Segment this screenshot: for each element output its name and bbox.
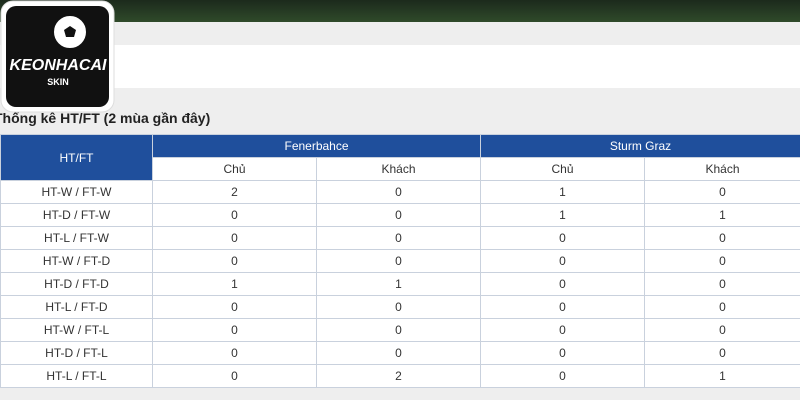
cell: 0: [480, 318, 646, 342]
table-row: HT-L / FT-L 0 2 0 1: [0, 364, 800, 388]
top-bar: [0, 0, 800, 22]
row-label: HT-D / FT-L: [0, 341, 153, 365]
logo-ball-patch: [64, 26, 76, 37]
cell: 0: [315, 249, 482, 273]
cell: 0: [644, 295, 800, 319]
table-row: HT-W / FT-D 0 0 0 0: [0, 249, 800, 273]
cell: 0: [152, 226, 317, 250]
cell: 1: [644, 203, 800, 227]
cell: 1: [644, 364, 800, 388]
header-band: [0, 45, 800, 88]
cell: 0: [152, 249, 317, 273]
cell: 0: [152, 364, 317, 388]
cell: 0: [152, 341, 317, 365]
row-label: HT-W / FT-D: [0, 249, 153, 273]
cell: 0: [315, 180, 482, 204]
cell: 0: [644, 226, 800, 250]
cell: 0: [315, 203, 482, 227]
corner-header: HT/FT: [0, 134, 153, 181]
cell: 0: [480, 249, 646, 273]
cell: 1: [152, 272, 317, 296]
cell: 0: [644, 249, 800, 273]
cell: 0: [315, 341, 482, 365]
cell: 0: [644, 341, 800, 365]
cell: 0: [315, 295, 482, 319]
cell: 0: [480, 364, 646, 388]
row-label: HT-W / FT-L: [0, 318, 153, 342]
cell: 0: [480, 295, 646, 319]
table-row: HT-W / FT-W 2 0 1 0: [0, 180, 800, 204]
sub-header: Khách: [315, 157, 482, 181]
row-label: HT-L / FT-L: [0, 364, 153, 388]
cell: 0: [644, 272, 800, 296]
cell: 0: [644, 180, 800, 204]
section-title: Thống kê HT/FT (2 mùa gần đây): [0, 110, 211, 126]
cell: 0: [152, 318, 317, 342]
row-label: HT-L / FT-W: [0, 226, 153, 250]
cell: 0: [644, 318, 800, 342]
table-row: HT-L / FT-W 0 0 0 0: [0, 226, 800, 250]
cell: 0: [152, 203, 317, 227]
table-row: HT-D / FT-W 0 0 1 1: [0, 203, 800, 227]
table-row: HT-L / FT-D 0 0 0 0: [0, 295, 800, 319]
cell: 0: [480, 341, 646, 365]
table-row: HT-D / FT-L 0 0 0 0: [0, 341, 800, 365]
stats-table: HT/FT Fenerbahce Sturm Graz Chủ Khách Chủ K…: [0, 134, 800, 388]
table-row: HT-W / FT-L 0 0 0 0: [0, 318, 800, 342]
group-header: Sturm Graz: [480, 134, 800, 158]
cell: 1: [315, 272, 482, 296]
cell: 0: [315, 318, 482, 342]
sub-header: Khách: [644, 157, 800, 181]
logo-title: KEONHACAI: [10, 57, 107, 74]
cell: 1: [480, 180, 646, 204]
table-row: HT-D / FT-D 1 1 0 0: [0, 272, 800, 296]
logo-subtitle: SKIN: [47, 77, 69, 87]
cell: 2: [152, 180, 317, 204]
row-label: HT-D / FT-W: [0, 203, 153, 227]
cell: 1: [480, 203, 646, 227]
row-label: HT-W / FT-W: [0, 180, 153, 204]
logo[interactable]: KEONHACAI SKIN: [0, 0, 116, 114]
cell: 0: [152, 295, 317, 319]
group-header: Fenerbahce: [151, 134, 482, 158]
cell: 0: [480, 272, 646, 296]
sub-header: Chủ: [152, 157, 317, 181]
sub-header: Chủ: [480, 157, 646, 181]
row-label: HT-L / FT-D: [0, 295, 153, 319]
cell: 0: [315, 226, 482, 250]
row-label: HT-D / FT-D: [0, 272, 153, 296]
cell: 2: [315, 364, 482, 388]
cell: 0: [480, 226, 646, 250]
